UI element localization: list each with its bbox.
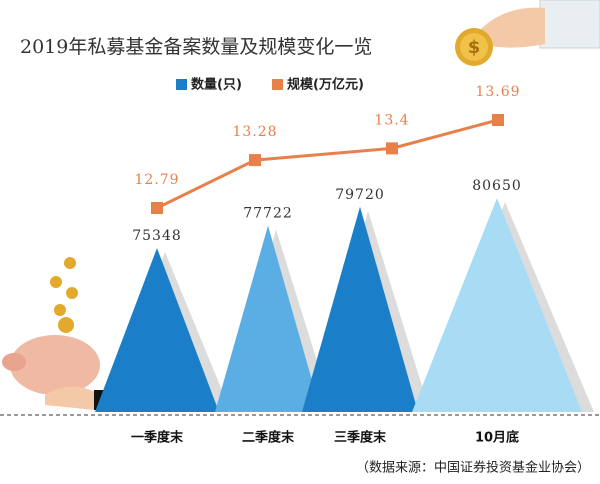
value-label: 13.69 <box>475 84 520 100</box>
value-label: 79720 <box>335 187 385 203</box>
value-label: 13.4 <box>374 112 409 128</box>
x-tick-label: 三季度末 <box>334 430 387 446</box>
bar <box>95 248 219 412</box>
line-marker <box>249 154 261 167</box>
legend-label: 数量(只) <box>191 77 242 93</box>
legend-swatch <box>176 79 187 90</box>
x-tick-label: 一季度末 <box>131 430 184 446</box>
legend-label: 规模(万亿元) <box>287 77 364 93</box>
value-label: 12.79 <box>134 172 179 188</box>
value-label: 75348 <box>132 228 182 244</box>
bar <box>412 198 582 412</box>
source: （数据来源：中国证券投资基金业协会） <box>356 460 590 476</box>
chart-title: 2019年私募基金备案数量及规模变化一览 <box>20 36 372 58</box>
line <box>156 118 499 210</box>
legend-swatch <box>272 79 283 90</box>
line-marker <box>492 114 504 126</box>
x-tick-label: 10月底 <box>475 430 519 446</box>
value-label: 80650 <box>472 178 522 194</box>
svg-text:$: $ <box>468 37 481 58</box>
bar <box>215 225 321 412</box>
x-tick-label: 二季度末 <box>242 430 295 446</box>
decoration-hand-coin: $ <box>455 0 600 66</box>
decoration-piggy <box>2 257 104 410</box>
line-marker <box>386 142 398 155</box>
value-label: 13.28 <box>232 124 277 140</box>
bar <box>302 206 418 412</box>
line-marker <box>151 202 163 214</box>
value-label: 77722 <box>243 206 293 222</box>
